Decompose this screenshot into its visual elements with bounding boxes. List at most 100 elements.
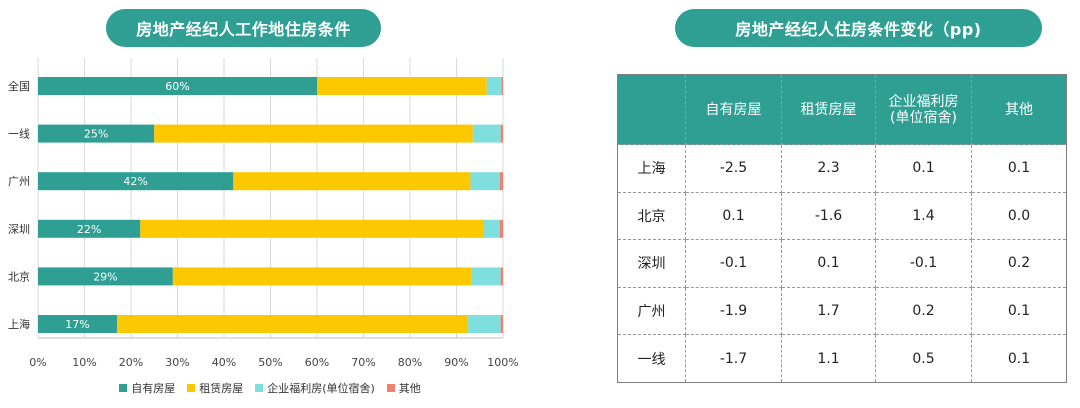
data-label: 29%	[93, 270, 117, 283]
change-table: 自有房屋 租赁房屋 企业福利房 (单位宿舍) 其他 上海 -2.5 2.3 0.1 0.1 北京 0…	[617, 74, 1067, 383]
bar-segment	[483, 219, 500, 238]
bar-segment	[38, 267, 173, 286]
table-cell: 0.1	[971, 144, 1067, 193]
table-header-cell: 企业福利房 (单位宿舍)	[875, 74, 972, 145]
table-header-row: 自有房屋 租赁房屋 企业福利房 (单位宿舍) 其他	[617, 74, 1067, 145]
table-cell: 0.1	[875, 144, 972, 193]
legend-swatch	[187, 384, 196, 392]
x-tick-label: 10%	[72, 356, 96, 369]
table-cell: 0.1	[781, 239, 876, 288]
data-label: 60%	[165, 80, 189, 93]
category-label: 广州	[8, 175, 30, 188]
bar-segment	[468, 315, 501, 333]
bar-segment	[233, 172, 471, 191]
category-label: 全国	[8, 79, 30, 93]
table-header-cell: 租赁房屋	[781, 74, 876, 145]
bar-segment	[172, 267, 472, 286]
table-cell: -0.1	[875, 239, 972, 288]
table-cell: 0.2	[971, 239, 1067, 288]
bar-segment	[38, 219, 141, 238]
bar-segment	[472, 124, 501, 143]
table-cell: -0.1	[685, 239, 782, 288]
table-cell: 1.7	[781, 286, 876, 336]
category-label: 上海	[8, 317, 30, 331]
x-tick-label: 60%	[305, 356, 329, 369]
table-row: 广州 -1.9 1.7 0.2 0.1	[617, 286, 1067, 336]
table-cell: -2.5	[685, 144, 782, 193]
left-chart-title: 房地产经纪人工作地住房条件	[106, 9, 381, 47]
bar-segment	[317, 77, 487, 95]
bar-segment	[38, 315, 118, 333]
row-city-label: 深圳	[617, 239, 686, 288]
bar-segment	[499, 219, 503, 238]
table-row: 一线 -1.7 1.1 0.5 0.1	[617, 334, 1067, 383]
table-cell: 2.3	[781, 144, 876, 193]
bar-segment	[38, 77, 317, 95]
bar-segment	[499, 172, 503, 191]
legend-swatch	[255, 384, 264, 392]
legend-item: 企业福利房(单位宿舍)	[255, 380, 375, 396]
bar-segment	[500, 267, 503, 286]
legend-swatch	[386, 384, 395, 392]
table-header-cell: 自有房屋	[685, 74, 782, 145]
row-city-label: 上海	[617, 144, 686, 193]
bar-segment	[140, 219, 484, 238]
category-label: 深圳	[8, 223, 30, 236]
legend-label: 其他	[398, 382, 421, 395]
bar-segment	[471, 267, 501, 286]
table-header-cell	[617, 74, 686, 145]
x-tick-label: 80%	[398, 356, 422, 369]
table-cell: -1.9	[685, 286, 782, 336]
data-label: 25%	[84, 128, 108, 141]
table-cell: 0.1	[971, 334, 1067, 383]
x-tick-label: 90%	[444, 356, 468, 369]
bar-segment	[38, 172, 234, 191]
bar-segment	[500, 124, 503, 143]
chart-legend: 自有房屋 租赁房屋 企业福利房(单位宿舍) 其他	[0, 380, 540, 396]
x-tick-label: 70%	[351, 356, 375, 369]
data-label: 22%	[77, 223, 101, 236]
table-cell: -1.7	[685, 334, 782, 383]
table-row: 北京 0.1 -1.6 1.4 0.0	[617, 191, 1067, 241]
x-tick-label: 30%	[165, 356, 189, 369]
legend-item: 自有房屋	[119, 380, 175, 396]
table-cell: 0.0	[971, 191, 1067, 241]
table-cell: 0.1	[685, 191, 782, 241]
row-city-label: 广州	[617, 286, 686, 336]
bar-segment	[500, 315, 503, 333]
table-body: 上海 -2.5 2.3 0.1 0.1 北京 0.1 -1.6 1.4 0.0 深圳 -0.1 0.1-…	[617, 144, 1067, 383]
bar-segment	[38, 124, 155, 143]
right-table-title: 房地产经纪人住房条件变化（pp)	[675, 9, 1042, 47]
legend-swatch	[119, 384, 128, 392]
data-label: 42%	[123, 175, 147, 188]
table-row: 上海 -2.5 2.3 0.1 0.1	[617, 144, 1067, 193]
x-tick-label: 0%	[29, 356, 46, 369]
legend-item: 租赁房屋	[187, 380, 243, 396]
table-cell: -1.6	[781, 191, 876, 241]
legend-label: 自有房屋	[131, 382, 176, 395]
bar-segment	[154, 124, 473, 143]
legend-item: 其他	[386, 380, 421, 396]
table-cell: 1.1	[781, 334, 876, 383]
x-tick-label: 20%	[119, 356, 143, 369]
x-tick-label: 40%	[212, 356, 236, 369]
category-label: 北京	[8, 269, 30, 283]
row-city-label: 北京	[617, 191, 686, 241]
x-tick-label: 50%	[258, 356, 282, 369]
data-label: 17%	[65, 318, 89, 331]
table-cell: 0.2	[875, 286, 972, 336]
bar-segment	[486, 77, 502, 95]
table-cell: 0.1	[971, 286, 1067, 336]
bar-segment	[117, 315, 469, 333]
table-cell: 1.4	[875, 191, 972, 241]
table-row: 深圳 -0.1 0.1 -0.1 0.2	[617, 239, 1067, 288]
table-cell: 0.5	[875, 334, 972, 383]
bar-segment	[501, 77, 503, 95]
stacked-bar-chart: 0% 10% 20% 30% 40% 50% 60% 70% 80% 90% 100% 全国 60% 一线…	[8, 58, 519, 369]
category-label: 一线	[8, 127, 30, 141]
legend-label: 企业福利房(单位宿舍)	[267, 382, 375, 395]
x-tick-label: 100%	[487, 356, 518, 369]
legend-label: 租赁房屋	[199, 382, 244, 395]
row-city-label: 一线	[617, 334, 686, 383]
bar-segment	[470, 172, 500, 191]
